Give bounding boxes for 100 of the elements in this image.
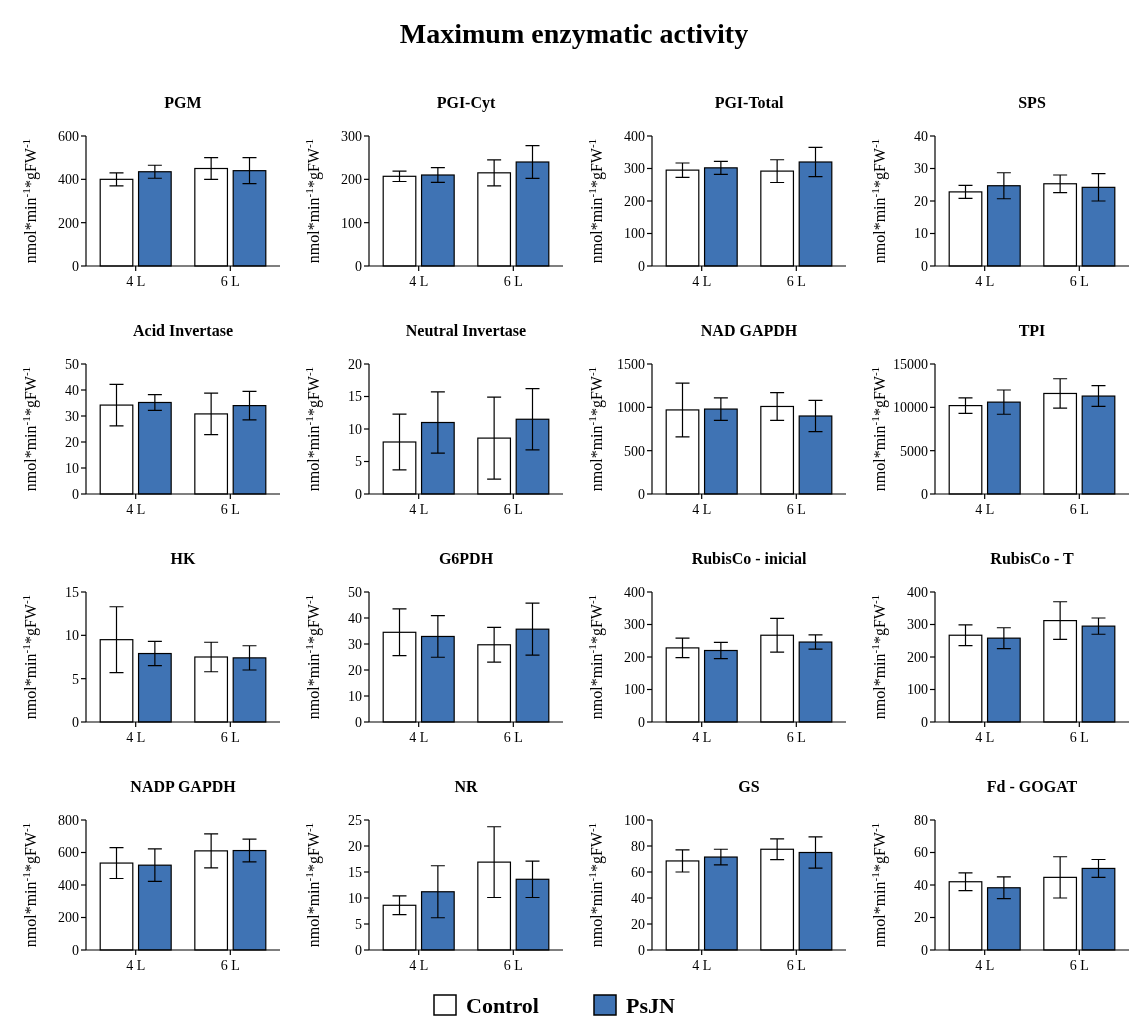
chart-title: PGM [164, 94, 202, 111]
y-tick-label: 100 [907, 682, 928, 698]
y-tick-label: 200 [907, 649, 928, 665]
x-tick-label: 4 L [409, 958, 429, 973]
x-tick-label: 6 L [786, 502, 806, 517]
y-tick-label: 40 [65, 382, 79, 398]
chart-title: TPI [1018, 322, 1046, 339]
y-tick-label: 100 [624, 812, 645, 828]
y-tick-label: 0 [72, 714, 79, 730]
y-tick-label: 200 [624, 193, 645, 209]
y-tick-label: 0 [921, 714, 928, 730]
y-tick-label: 0 [72, 258, 79, 274]
y-tick-label: 5000 [900, 443, 928, 459]
y-tick-label: 40 [914, 877, 928, 893]
chart-title: HK [170, 550, 196, 567]
y-tick-label: 20 [65, 434, 79, 450]
x-tick-label: 4 L [975, 502, 995, 517]
x-tick-label: 4 L [409, 730, 429, 745]
y-tick-label: 15 [348, 389, 362, 405]
y-tick-label: 100 [341, 215, 362, 231]
x-tick-label: 4 L [409, 502, 429, 517]
chart-title: NADP GAPDH [130, 778, 237, 795]
y-tick-label: 800 [58, 812, 79, 828]
x-tick-label: 4 L [409, 274, 429, 289]
y-tick-label: 20 [914, 910, 928, 926]
x-tick-label: 6 L [503, 502, 523, 517]
chart-title: RubisCo - T [990, 550, 1074, 567]
x-tick-label: 6 L [220, 958, 240, 973]
x-tick-label: 4 L [975, 730, 995, 745]
chart-title: Acid Invertase [133, 322, 233, 339]
y-tick-label: 5 [355, 916, 362, 932]
y-tick-label: 300 [907, 617, 928, 633]
y-tick-label: 0 [638, 258, 645, 274]
x-tick-label: 6 L [1069, 502, 1089, 517]
y-tick-label: 200 [58, 910, 79, 926]
y-tick-label: 400 [624, 128, 645, 144]
y-tick-label: 100 [624, 682, 645, 698]
y-tick-label: 5 [72, 671, 79, 687]
y-tick-label: 10000 [893, 400, 928, 416]
legend-label: PsJN [626, 992, 675, 1018]
x-tick-label: 4 L [126, 274, 146, 289]
y-tick-label: 0 [72, 942, 79, 958]
y-tick-label: 50 [348, 584, 362, 600]
y-tick-label: 15 [65, 584, 79, 600]
x-tick-label: 4 L [692, 730, 712, 745]
y-tick-label: 400 [624, 584, 645, 600]
y-tick-label: 500 [624, 443, 645, 459]
chart-title: Neutral Invertase [405, 322, 527, 339]
x-tick-label: 4 L [975, 274, 995, 289]
y-tick-label: 10 [348, 421, 362, 437]
y-tick-label: 600 [58, 845, 79, 861]
y-tick-label: 25 [348, 812, 362, 828]
chart-title: NR [454, 778, 478, 795]
y-tick-label: 40 [631, 890, 645, 906]
text: Maximum enzymatic activity [399, 18, 749, 49]
chart-title: Fd - GOGAT [986, 778, 1078, 795]
chart-title: PGI-Cyt [436, 94, 496, 112]
x-tick-label: 4 L [975, 958, 995, 973]
y-tick-label: 0 [638, 486, 645, 502]
y-tick-label: 0 [355, 942, 362, 958]
x-tick-label: 6 L [503, 958, 523, 973]
y-tick-label: 30 [914, 161, 928, 177]
y-tick-label: 0 [921, 258, 928, 274]
y-tick-label: 0 [638, 942, 645, 958]
y-tick-label: 100 [624, 226, 645, 242]
y-tick-label: 400 [907, 584, 928, 600]
y-tick-label: 20 [348, 838, 362, 854]
y-tick-label: 60 [631, 864, 645, 880]
x-tick-label: 6 L [786, 958, 806, 973]
y-tick-label: 5 [355, 454, 362, 470]
y-tick-label: 0 [921, 486, 928, 502]
x-tick-label: 4 L [692, 274, 712, 289]
y-tick-label: 15 [348, 864, 362, 880]
chart-title: GS [738, 778, 760, 795]
y-tick-label: 20 [914, 193, 928, 209]
chart-title: NAD GAPDH [700, 322, 798, 339]
x-tick-label: 6 L [1069, 274, 1089, 289]
x-tick-label: 6 L [503, 274, 523, 289]
y-tick-label: 60 [914, 845, 928, 861]
chart-title: SPS [1018, 94, 1046, 111]
y-tick-label: 30 [348, 636, 362, 652]
chart-title: PGI-Total [714, 94, 784, 111]
x-tick-label: 6 L [503, 730, 523, 745]
x-tick-label: 6 L [1069, 730, 1089, 745]
x-tick-label: 6 L [220, 274, 240, 289]
legend-label: Control [466, 992, 539, 1018]
y-tick-label: 200 [58, 215, 79, 231]
y-tick-label: 50 [65, 356, 79, 372]
x-tick-label: 4 L [126, 730, 146, 745]
y-tick-label: 20 [348, 662, 362, 678]
y-tick-label: 300 [624, 161, 645, 177]
x-tick-label: 4 L [692, 958, 712, 973]
y-tick-label: 10 [348, 688, 362, 704]
y-tick-label: 20 [631, 916, 645, 932]
y-tick-label: 80 [631, 838, 645, 854]
y-tick-label: 30 [65, 408, 79, 424]
y-tick-label: 0 [355, 714, 362, 730]
y-tick-label: 10 [348, 890, 362, 906]
y-tick-label: 400 [58, 172, 79, 188]
y-tick-label: 10 [914, 226, 928, 242]
